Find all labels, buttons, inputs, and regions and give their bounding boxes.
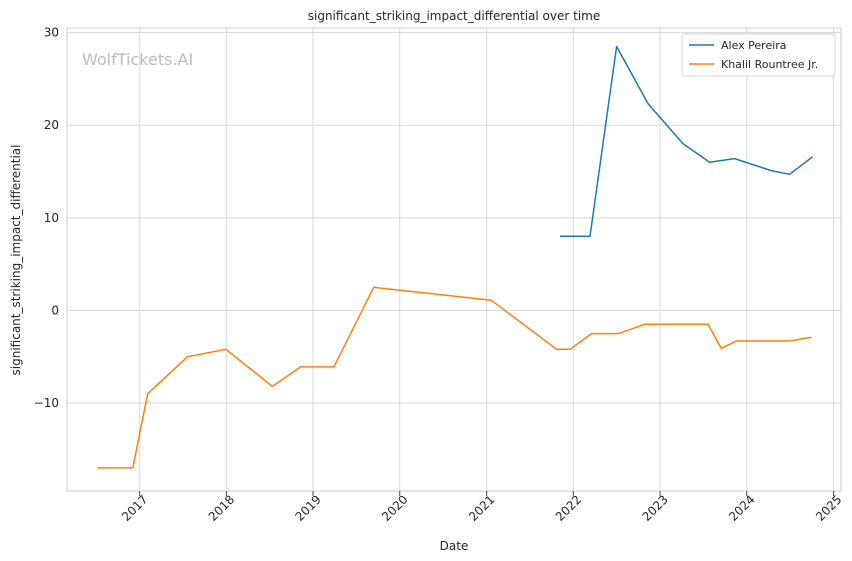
x-tick-label: 2025 [813,492,844,523]
y-tick-label: 10 [44,211,59,225]
legend-label-khalil-rountree: Khalil Rountree Jr. [721,58,818,71]
x-tick-label: 2023 [639,492,670,523]
grid [67,28,841,496]
legend: Alex Pereira Khalil Rountree Jr. [681,33,836,77]
x-tick-label: 2019 [292,492,323,523]
y-tick-label: −10 [34,396,59,410]
legend-label-alex-pereira: Alex Pereira [721,39,787,52]
y-axis-title: significant_striking_impact_differential [9,145,23,376]
y-tick-label: 0 [51,303,59,317]
y-tick-label: 20 [44,118,59,132]
x-tick-label: 2018 [206,492,237,523]
x-tick-label: 2024 [726,492,757,523]
x-axis-title: Date [440,539,469,553]
x-tick-label: 2021 [466,492,497,523]
legend-box [681,33,836,77]
plot-area [66,27,842,492]
x-tick-label: 2020 [379,492,410,523]
watermark-text: WolfTickets.AI [82,50,193,69]
series-lines [97,45,814,469]
chart-title: significant_striking_impact_differential… [308,9,600,23]
x-tick-label: 2022 [553,492,584,523]
x-tick-label: 2017 [119,492,150,523]
y-tick-label: 30 [44,26,59,40]
series-line-alex-pereira [560,45,814,238]
series-line-khalil-rountree-jr [97,286,812,469]
